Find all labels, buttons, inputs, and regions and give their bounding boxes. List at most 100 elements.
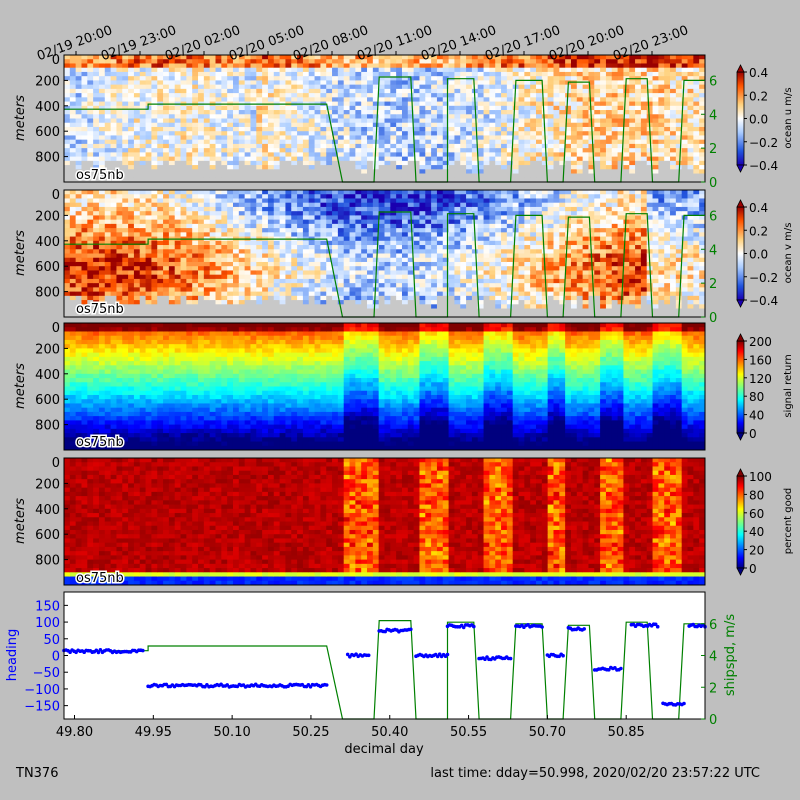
heatmap-cell	[174, 291, 182, 297]
heatmap-cell	[250, 219, 257, 225]
heatmap-cell	[536, 135, 543, 141]
heatmap-cell	[547, 97, 554, 103]
heatmap-cell	[262, 257, 269, 263]
heatmap-cell	[133, 308, 141, 314]
heatmap-cell	[553, 59, 560, 64]
heatmap-cell	[221, 84, 228, 90]
heatmap-cell	[658, 139, 665, 145]
heatmap-cell	[477, 152, 485, 158]
heatmap-cell	[372, 194, 380, 199]
heatmap-cell	[681, 135, 689, 141]
heatmap-cell	[116, 236, 123, 242]
heatmap-cell	[355, 55, 362, 60]
heatmap-cell	[378, 223, 385, 229]
heatmap-cell	[320, 80, 327, 86]
heatmap-cell	[361, 55, 368, 60]
heatmap-cell	[401, 114, 409, 119]
heatmap-cell	[699, 152, 706, 158]
heatmap-cell	[530, 126, 537, 132]
heatmap-cell	[256, 283, 263, 288]
heatmap-cell	[116, 84, 123, 90]
heatmap-cell	[69, 118, 77, 124]
heatmap-cell	[576, 135, 584, 141]
heatmap-cell	[215, 312, 222, 318]
heatmap-cell	[629, 71, 636, 77]
heatmap-cell	[675, 135, 683, 141]
heatmap-cell	[617, 165, 624, 170]
heatmap-cell	[442, 169, 450, 175]
heatmap-cell	[431, 59, 438, 64]
heatmap-cell	[256, 270, 263, 276]
heatmap-cell	[431, 63, 438, 69]
heatmap-cell	[302, 114, 310, 119]
heatmap-cell	[343, 249, 351, 254]
heatmap-cell	[198, 173, 205, 179]
heatmap-cell	[495, 97, 502, 103]
heatmap-cell	[232, 114, 240, 119]
heatmap-cell	[291, 232, 298, 238]
heatmap-cell	[332, 76, 339, 81]
heatmap-cell	[227, 63, 234, 69]
heatmap-cell	[133, 194, 141, 199]
heatmap-cell	[460, 67, 467, 73]
heatmap-cell	[349, 122, 356, 128]
heatmap-cell	[273, 135, 281, 141]
heatmap-cell	[611, 110, 619, 115]
heatmap-cell	[81, 160, 88, 166]
heatmap-cell	[221, 76, 228, 81]
heatmap-cell	[221, 215, 228, 221]
heatmap-cell	[256, 206, 263, 212]
heatmap-cell	[332, 232, 339, 238]
heatmap-cell	[75, 266, 82, 271]
colorbar-label-ocean-u: ocean u m/s	[783, 87, 794, 148]
heatmap-cell	[110, 148, 117, 153]
heatmap-cell	[128, 194, 135, 199]
heatmap-cell	[605, 88, 613, 94]
heatmap-cell	[174, 97, 182, 103]
heatmap-cell	[133, 88, 141, 94]
heatmap-cell	[314, 206, 321, 212]
heatmap-cell	[326, 169, 333, 175]
heatmap-cell	[308, 93, 316, 98]
heatmap-cell	[372, 156, 380, 162]
heatmap-cell	[203, 55, 211, 60]
heatmap-cell	[262, 105, 269, 111]
heatmap-cell	[203, 131, 211, 136]
heatmap-cell	[128, 97, 135, 103]
heatmap-cell	[133, 135, 141, 141]
heatmap-cell	[93, 143, 100, 149]
heatmap-cell	[215, 253, 222, 259]
heatmap-cell	[104, 148, 112, 153]
heatmap-cell	[69, 223, 77, 229]
heatmap-cell	[361, 97, 368, 103]
heatmap-cell	[670, 63, 677, 69]
heatmap-cell	[524, 131, 531, 136]
heatmap-cell	[285, 283, 292, 288]
heatmap-cell	[384, 59, 391, 64]
heatmap-cell	[541, 84, 549, 90]
heatmap-cell	[471, 122, 479, 128]
heatmap-cell	[471, 55, 479, 60]
heatmap-cell	[547, 122, 554, 128]
heatmap-cell	[262, 156, 269, 162]
heatmap-cell	[588, 156, 595, 162]
heatmap-cell	[110, 63, 117, 69]
heatmap-cell	[565, 93, 572, 98]
heatmap-cell	[594, 110, 601, 115]
heatmap-cell	[297, 266, 304, 271]
heatmap-cell	[297, 165, 304, 170]
heatmap-cell	[431, 101, 438, 107]
heatmap-cell	[337, 312, 345, 318]
heatmap-cell	[419, 135, 426, 141]
heatmap-cell	[279, 249, 286, 254]
heatmap-cell	[116, 169, 123, 175]
heatmap-cell	[256, 295, 263, 301]
heatmap-cell	[314, 287, 321, 293]
heatmap-cell	[594, 84, 601, 90]
heatmap-cell	[128, 93, 135, 98]
heatmap-cell	[157, 304, 164, 310]
heatmap-cell	[308, 173, 316, 179]
heatmap-cell	[227, 211, 234, 216]
heatmap-cell	[337, 261, 345, 267]
heatmap-cell	[617, 63, 624, 69]
